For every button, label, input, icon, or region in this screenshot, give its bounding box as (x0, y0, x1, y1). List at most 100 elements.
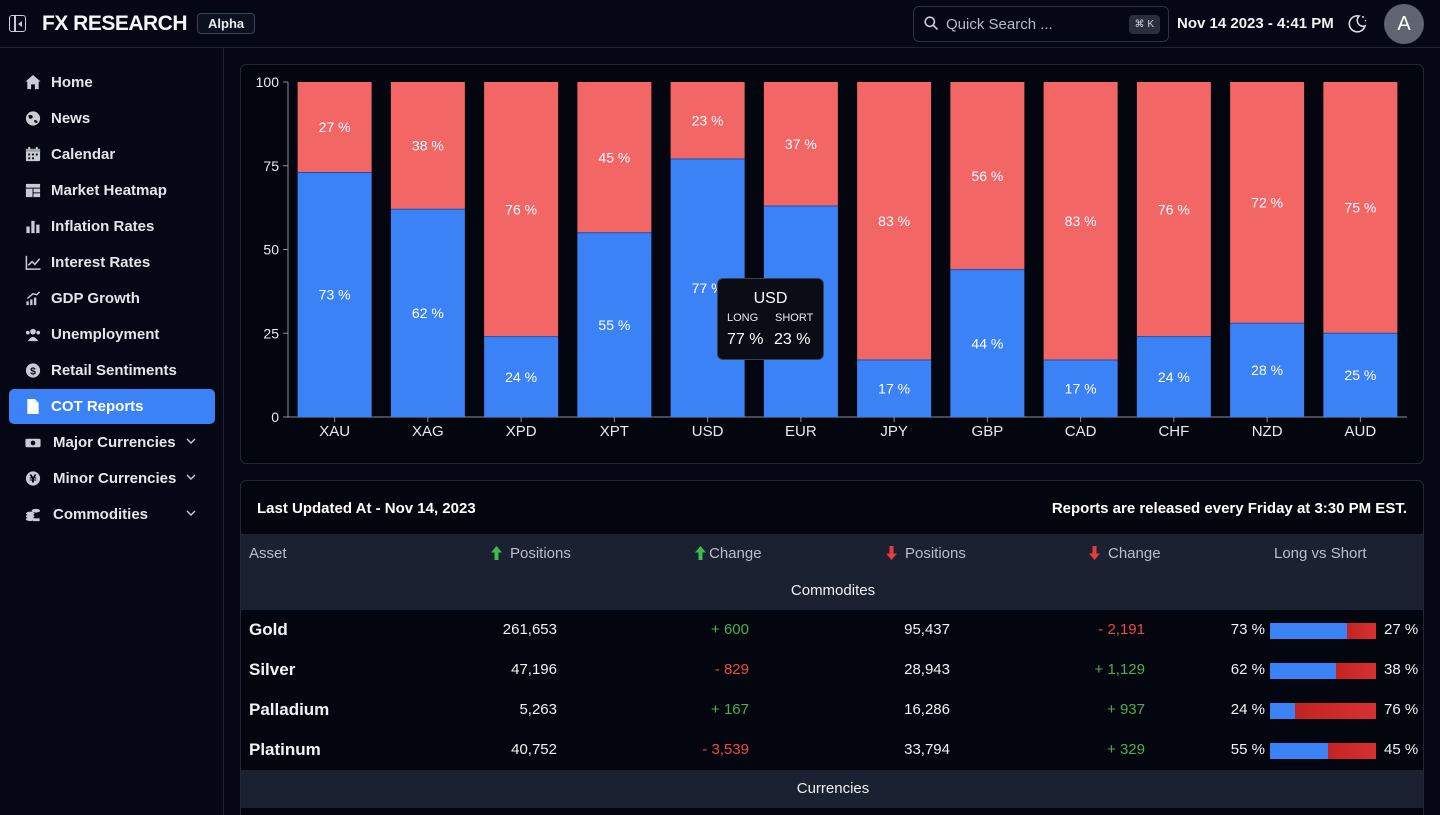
people-icon (25, 328, 41, 342)
sidebar-item-label: Inflation Rates (51, 218, 155, 235)
short-positions-value: 33,794 (904, 741, 950, 758)
long-ratio-fill (1270, 703, 1296, 719)
search-placeholder: Quick Search ... (946, 16, 1053, 33)
long-short-ratio-bar (1270, 663, 1376, 679)
chevron-down-icon[interactable] (186, 436, 196, 446)
col-long-change-label: Change (709, 545, 762, 562)
col-long-positions[interactable]: Positions (491, 545, 571, 562)
app-logo[interactable]: FX RESEARCH (42, 12, 188, 35)
line-chart-icon (25, 255, 41, 270)
short-change-value: + 937 (1107, 701, 1145, 718)
long-change-value: + 600 (711, 621, 749, 638)
col-short-change-label: Change (1108, 545, 1161, 562)
x-tick-label: GBP (972, 423, 1004, 440)
home-icon (25, 74, 41, 90)
sidebar-item-major-currencies[interactable]: Major Currencies (9, 425, 215, 460)
sidebar-item-interest-rates[interactable]: Interest Rates (9, 245, 215, 280)
short-value-label: 76 % (505, 201, 537, 217)
quick-search-input[interactable]: Quick Search ... ⌘ K (913, 6, 1169, 42)
sidebar-item-label: Calendar (51, 146, 116, 163)
table-row[interactable]: Platinum 40,752 - 3,539 33,794 + 329 55 % 45 % (241, 730, 1423, 770)
long-change-value: - 829 (714, 661, 749, 678)
bar-short-jpy (857, 82, 932, 361)
sidebar-item-commodities[interactable]: Commodities (9, 497, 215, 532)
sidebar-item-calendar[interactable]: Calendar (9, 137, 215, 172)
short-change-value: - 2,191 (1098, 621, 1145, 638)
col-short-change[interactable]: Change (1089, 545, 1161, 562)
short-positions-value: 95,437 (904, 621, 950, 638)
search-icon (924, 16, 938, 30)
short-positions-value: 28,943 (904, 661, 950, 678)
col-long-positions-label: Positions (510, 545, 571, 562)
x-tick-label: XPT (600, 423, 629, 440)
sidebar-item-news[interactable]: News (9, 101, 215, 136)
tooltip-short-label: SHORT (775, 312, 814, 324)
short-positions-value: 16,286 (904, 701, 950, 718)
sidebar-item-gdp-growth[interactable]: GDP Growth (9, 281, 215, 316)
arrow-down-icon (886, 546, 897, 560)
bar-short-chf (1136, 82, 1211, 337)
table-row[interactable]: Silver 47,196 - 829 28,943 + 1,129 62 % 38 % (241, 650, 1423, 690)
short-value-label: 23 % (692, 113, 724, 129)
short-percent-value: 38 % (1384, 661, 1419, 678)
table-row[interactable]: Palladium 5,263 + 167 16,286 + 937 24 % 76 % (241, 690, 1423, 730)
short-value-label: 72 % (1251, 195, 1283, 211)
bar-short-xag (390, 82, 465, 210)
asset-name: Gold (249, 620, 288, 639)
theme-toggle-icon[interactable] (1346, 12, 1368, 34)
bar-long-cad (1043, 360, 1118, 417)
sidebar-item-label: Minor Currencies (53, 470, 177, 487)
sidebar-item-inflation-rates[interactable]: Inflation Rates (9, 209, 215, 244)
tooltip-short-value: 23 % (774, 331, 811, 348)
bar-long-aud (1323, 333, 1398, 417)
bar-short-gbp (950, 82, 1025, 270)
long-value-label: 55 % (598, 317, 630, 333)
col-long-change[interactable]: Change (695, 545, 762, 562)
search-shortcut-badge: ⌘ K (1128, 15, 1160, 34)
short-value-label: 56 % (971, 168, 1003, 184)
banknote-icon (25, 438, 41, 448)
sidebar-item-retail-sentiments[interactable]: $ Retail Sentiments (9, 353, 215, 388)
long-change-value: + 167 (711, 701, 749, 718)
growth-icon (26, 291, 41, 306)
sidebar-item-label: Major Currencies (53, 434, 176, 451)
short-ratio-fill (1295, 703, 1376, 719)
y-tick-label: 75 (263, 158, 279, 174)
svg-text:¥: ¥ (29, 473, 37, 485)
document-icon (27, 398, 39, 415)
col-short-positions-label: Positions (905, 545, 966, 562)
col-asset[interactable]: Asset (249, 545, 287, 562)
short-value-label: 76 % (1158, 201, 1190, 217)
chevron-down-icon[interactable] (186, 508, 196, 518)
x-tick-label: AUD (1345, 423, 1377, 440)
sidebar-item-unemployment[interactable]: Unemployment (9, 317, 215, 352)
user-avatar[interactable]: A (1384, 4, 1424, 44)
col-long-vs-short[interactable]: Long vs Short (1274, 545, 1367, 562)
bar-long-xag (390, 209, 465, 417)
table-header: Asset Positions Change Positions Change … (241, 534, 1423, 572)
col-short-positions[interactable]: Positions (886, 545, 966, 562)
sidebar-item-market-heatmap[interactable]: Market Heatmap (9, 173, 215, 208)
bar-long-xpd (484, 336, 559, 417)
long-value-label: 25 % (1344, 367, 1376, 383)
yen-icon: ¥ (25, 471, 41, 486)
sidebar-item-label: GDP Growth (51, 290, 140, 307)
x-tick-label: XPD (506, 423, 537, 440)
long-value-label: 44 % (971, 335, 1003, 351)
sidebar-item-label: COT Reports (51, 398, 144, 415)
sidebar-item-minor-currencies[interactable]: ¥ Minor Currencies (9, 461, 215, 496)
cot-table-panel: Last Updated At - Nov 14, 2023 Reports a… (240, 480, 1424, 815)
calendar-icon (25, 146, 41, 162)
chevron-down-icon[interactable] (186, 472, 196, 482)
sidebar-toggle-icon[interactable] (9, 15, 26, 32)
x-tick-label: JPY (880, 423, 908, 440)
long-value-label: 24 % (505, 369, 537, 385)
x-tick-label: XAU (319, 423, 350, 440)
short-value-label: 75 % (1344, 200, 1376, 216)
table-row[interactable]: Gold 261,653 + 600 95,437 - 2,191 73 % 27 % (241, 610, 1423, 650)
bar-short-xpd (484, 82, 559, 337)
sidebar-item-cot-reports[interactable]: COT Reports (9, 389, 215, 424)
sidebar-item-home[interactable]: Home (9, 65, 215, 100)
bar-short-cad (1043, 82, 1118, 361)
sidebar-item-label: News (51, 110, 91, 127)
